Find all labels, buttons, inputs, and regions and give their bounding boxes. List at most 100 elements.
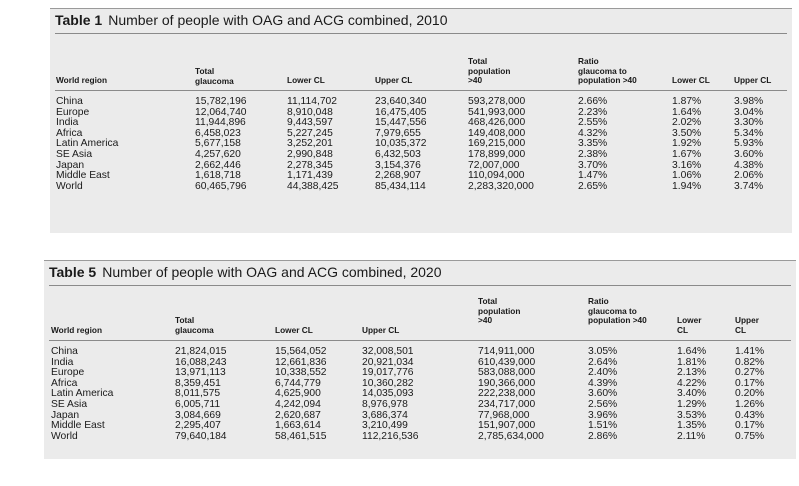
column-header: Total glaucoma (195, 66, 234, 86)
value-cell: 4.22% (677, 377, 707, 389)
value-cell: 8,910,048 (287, 106, 333, 118)
column-header: World region (56, 75, 108, 85)
value-cell: 3.70% (578, 159, 608, 171)
value-cell: 1.92% (672, 138, 702, 150)
value-cell: 10,360,282 (362, 377, 414, 389)
value-cell: 2.55% (578, 117, 608, 129)
value-cell: 79,640,184 (175, 430, 227, 442)
value-cell: 14,035,093 (362, 388, 414, 400)
value-cell: 2.56% (588, 398, 618, 410)
table-row: Europe 13,971,113 10,338,552 19,017,776 583,… (44, 368, 796, 379)
table-row: Latin America 8,011,575 4,625,900 14,035,09… (44, 389, 796, 400)
value-cell: 2.38% (578, 148, 608, 160)
value-cell: 8,359,451 (175, 377, 221, 389)
table-body: China 21,824,015 15,564,052 32,008,501 714,9… (44, 346, 796, 443)
value-cell: 2.11% (677, 430, 706, 442)
value-cell: 2,283,320,000 (468, 180, 534, 192)
value-cell: 4.39% (588, 377, 618, 389)
value-cell: 1.81% (677, 356, 707, 368)
column-header: Lower CL (275, 325, 313, 335)
table-row: Middle East 1,618,718 1,171,439 2,268,907 11… (50, 171, 792, 182)
value-cell: 3,252,201 (287, 138, 333, 150)
region-cell: Latin America (56, 138, 119, 150)
value-cell: 16,088,243 (175, 356, 227, 368)
value-cell: 1,171,439 (287, 170, 333, 182)
value-cell: 2,620,687 (275, 409, 321, 421)
column-header: Total population >40 (478, 296, 521, 325)
table-row: Japan 2,662,446 2,278,345 3,154,376 72,007,0… (50, 159, 792, 172)
value-cell: 58,461,515 (275, 430, 327, 442)
table-row: World 79,640,184 58,461,515 112,216,536 2,78… (44, 430, 796, 443)
value-cell: 6,744,779 (275, 377, 321, 389)
value-cell: 2,990,848 (287, 148, 333, 160)
column-header: World region (51, 325, 103, 335)
column-header: Lower CL (672, 75, 710, 85)
table-caption: Number of people with OAG and ACG combin… (102, 264, 442, 280)
table-5: Table 5 Number of people with OAG and ACG… (44, 260, 796, 459)
column-header: Lower CL (287, 75, 325, 85)
value-cell: 7,979,655 (375, 127, 421, 139)
table-row: SE Asia 6,005,711 4,242,094 8,976,978 234,71… (44, 398, 796, 411)
value-cell: 583,088,000 (478, 367, 536, 379)
value-cell: 3.16% (672, 159, 702, 171)
value-cell: 610,439,000 (478, 356, 536, 368)
value-cell: 234,717,000 (478, 398, 536, 410)
table-row: SE Asia 4,257,620 2,990,848 6,432,503 178,89… (50, 148, 792, 161)
region-cell: World (51, 430, 78, 442)
value-cell: 2.64% (588, 356, 618, 368)
value-cell: 6,005,711 (175, 398, 221, 410)
value-cell: 6,458,023 (195, 127, 241, 139)
value-cell: 1.64% (677, 346, 707, 357)
header-bottom-rule (55, 90, 787, 91)
value-cell: 72,007,000 (468, 159, 520, 171)
value-cell: 85,434,114 (375, 180, 426, 192)
value-cell: 2,785,634,000 (478, 430, 544, 442)
region-cell: SE Asia (56, 148, 93, 160)
value-cell: 1.87% (672, 96, 702, 107)
value-cell: 0.27% (735, 367, 765, 379)
region-cell: India (51, 356, 74, 368)
value-cell: 3.50% (672, 127, 702, 139)
column-header: Upper CL (735, 315, 759, 335)
value-cell: 2,278,345 (287, 159, 333, 171)
table-title: Table 5 Number of people with OAG and ACG… (49, 264, 442, 280)
column-header: Total glaucoma (175, 315, 214, 335)
value-cell: 3,084,669 (175, 409, 221, 421)
region-cell: Africa (56, 127, 83, 139)
column-header: Lower CL (677, 315, 702, 335)
value-cell: 3.74% (734, 180, 764, 192)
value-cell: 5.93% (734, 138, 764, 150)
value-cell: 112,216,536 (362, 430, 419, 442)
value-cell: 169,215,000 (468, 138, 526, 150)
value-cell: 4,257,620 (195, 148, 241, 160)
value-cell: 3,154,376 (375, 159, 421, 171)
value-cell: 1.51% (588, 420, 618, 432)
value-cell: 11,114,702 (287, 96, 338, 107)
value-cell: 4.38% (734, 159, 764, 171)
table-row: Middle East 2,295,407 1,663,614 3,210,499 15… (44, 421, 796, 432)
value-cell: 1.29% (677, 398, 707, 410)
value-cell: 0.43% (735, 409, 765, 421)
region-cell: Middle East (51, 420, 105, 432)
value-cell: 2.40% (588, 367, 618, 379)
value-cell: 60,465,796 (195, 180, 247, 192)
value-cell: 2,295,407 (175, 420, 221, 432)
table-body: China 15,782,196 11,114,702 23,640,340 593,2… (50, 96, 792, 192)
column-header: Upper CL (375, 75, 413, 85)
value-cell: 1.67% (672, 148, 702, 160)
value-cell: 0.17% (735, 420, 765, 432)
value-cell: 541,993,000 (468, 106, 526, 118)
value-cell: 1.64% (672, 106, 702, 118)
value-cell: 10,035,372 (375, 138, 427, 150)
table-row: Japan 3,084,669 2,620,687 3,686,374 77,968,0… (44, 409, 796, 422)
region-cell: Japan (56, 159, 85, 171)
region-cell: Japan (51, 409, 80, 421)
value-cell: 12,064,740 (195, 106, 247, 118)
value-cell: 3.96% (588, 409, 618, 421)
value-cell: 2.06% (734, 170, 764, 182)
table-title: Table 1 Number of people with OAG and ACG… (55, 12, 448, 28)
value-cell: 3.98% (734, 96, 764, 107)
header-top-rule (55, 33, 787, 34)
value-cell: 0.20% (735, 388, 765, 400)
table-row: India 16,088,243 12,661,836 20,921,034 610,4… (44, 356, 796, 369)
